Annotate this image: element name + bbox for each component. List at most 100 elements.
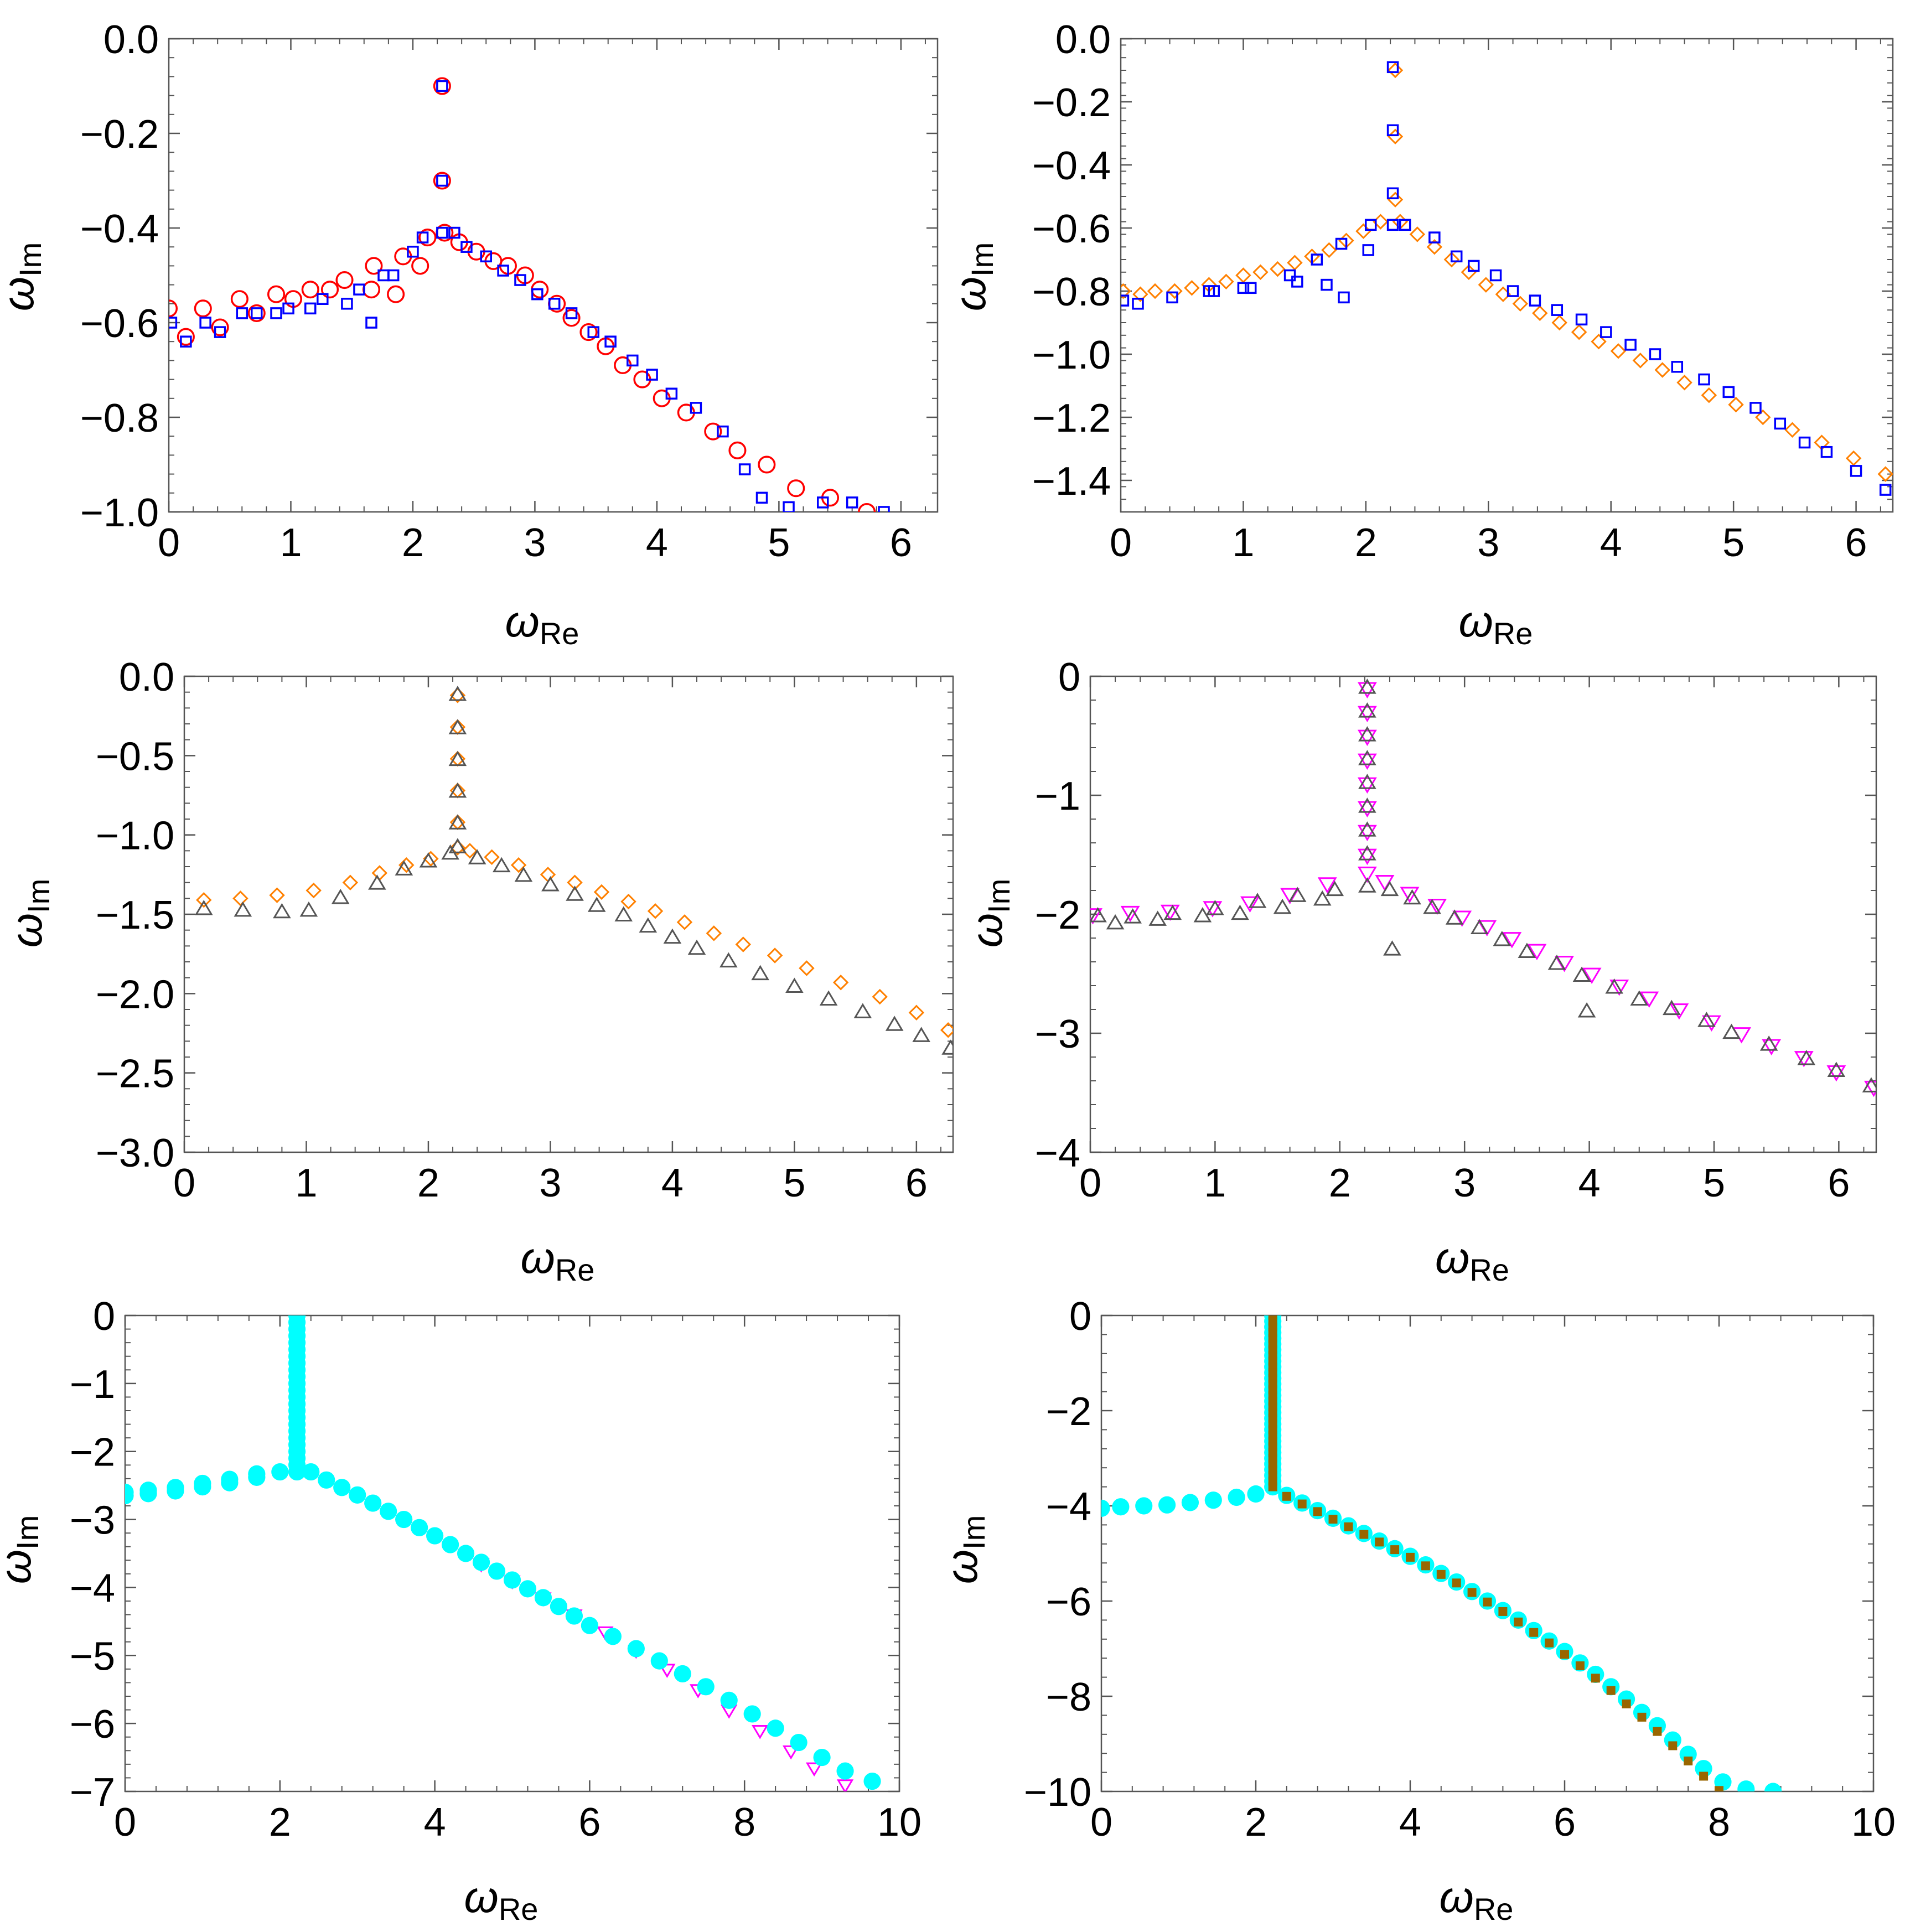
data-point [416, 231, 429, 244]
x-tick-label: 5 [783, 1161, 805, 1205]
data-point [738, 463, 751, 475]
data-point [1167, 283, 1183, 299]
data-point [407, 246, 419, 258]
data-point [368, 874, 386, 890]
data-point [1421, 1561, 1430, 1571]
data-point [194, 900, 213, 915]
data-point [306, 882, 322, 899]
data-point [457, 1545, 475, 1562]
y-axis-subscript: Im [10, 1515, 45, 1550]
data-point [335, 271, 354, 289]
x-tick-label: 5 [768, 521, 790, 565]
markers [1090, 678, 1876, 1097]
y-tick-label: −0.2 [80, 112, 159, 157]
data-point [1235, 267, 1251, 283]
data-point [236, 307, 249, 319]
data-point [1399, 219, 1411, 231]
data-point [1273, 898, 1292, 914]
data-point [449, 840, 466, 856]
data-point [1467, 260, 1480, 272]
x-axis-symbol: ω [1459, 597, 1493, 646]
data-point [1797, 1049, 1816, 1065]
x-tick-label: 5 [1703, 1161, 1725, 1205]
data-point [1426, 239, 1443, 255]
data-point [1317, 877, 1337, 894]
data-point [743, 1705, 761, 1723]
data-point [1124, 908, 1142, 924]
y-tick-label: −1.5 [96, 893, 174, 937]
data-point [1545, 1638, 1554, 1648]
data-point [1112, 1498, 1130, 1516]
data-point [380, 1503, 397, 1520]
data-point [365, 257, 383, 275]
x-axis-subscript: Re [555, 1252, 595, 1287]
data-point [1338, 291, 1350, 304]
data-point [1252, 264, 1269, 281]
data-point [1387, 128, 1404, 144]
data-point [492, 857, 511, 873]
y-axis-subscript: Im [13, 242, 48, 277]
series-orange-diamonds [196, 687, 953, 1038]
data-point [1335, 237, 1348, 250]
x-axis-label: ωRe [1435, 1233, 1509, 1287]
data-point [1654, 362, 1670, 378]
data-point [510, 857, 527, 873]
data-point [1470, 919, 1489, 934]
data-point [433, 172, 451, 190]
x-tick-label: 2 [1355, 521, 1377, 565]
y-tick-label: −7 [70, 1770, 115, 1815]
data-point [1624, 339, 1637, 351]
data-point [1571, 324, 1587, 340]
data-point [1676, 375, 1692, 391]
x-tick-label: 0 [1079, 1161, 1101, 1205]
y-axis-label: ωIm [2, 879, 56, 948]
data-point [196, 892, 212, 908]
x-axis-symbol: ω [1440, 1872, 1474, 1921]
data-point [1282, 1491, 1291, 1501]
series-brown-squares [1268, 1315, 1723, 1791]
y-tick-label: −4 [1046, 1485, 1091, 1529]
data-point [1478, 277, 1494, 293]
data-point [270, 307, 282, 319]
x-tick-label: 4 [1399, 1800, 1421, 1845]
data-point [1502, 932, 1522, 949]
data-point [908, 1004, 925, 1021]
y-tick-label: −0.4 [1032, 144, 1111, 188]
data-point [1409, 226, 1426, 242]
data-point [1357, 682, 1377, 699]
x-tick-label: 4 [661, 1161, 684, 1205]
y-tick-label: 0.0 [119, 655, 174, 700]
data-point [646, 369, 658, 381]
data-point [1582, 967, 1602, 985]
data-point [1390, 1545, 1400, 1555]
x-axis-symbol: ω [521, 1233, 555, 1282]
y-tick-label: −2 [1046, 1390, 1091, 1434]
data-point [448, 782, 467, 798]
data-point [587, 326, 600, 338]
data-point [1090, 908, 1102, 925]
data-point [426, 1527, 444, 1545]
data-point [1166, 291, 1178, 304]
data-point [1321, 242, 1337, 258]
data-point [436, 226, 448, 239]
data-point [418, 229, 437, 247]
markers [194, 686, 953, 1055]
data-point [221, 1470, 239, 1488]
x-axis-symbol: ω [1435, 1233, 1469, 1282]
x-tick-label: 6 [1828, 1161, 1850, 1205]
x-tick-label: 4 [1578, 1161, 1601, 1205]
data-point [1632, 353, 1649, 369]
x-tick-label: 10 [877, 1800, 922, 1845]
data-point [1357, 706, 1377, 723]
data-point [1722, 386, 1735, 398]
data-point [620, 893, 636, 910]
x-tick-label: 4 [646, 521, 668, 565]
data-point [717, 425, 729, 438]
data-point [1699, 1772, 1709, 1781]
data-point [1600, 326, 1612, 338]
data-point [819, 990, 838, 1006]
data-point [1529, 1628, 1539, 1637]
x-axis-label: ωRe [505, 597, 579, 651]
